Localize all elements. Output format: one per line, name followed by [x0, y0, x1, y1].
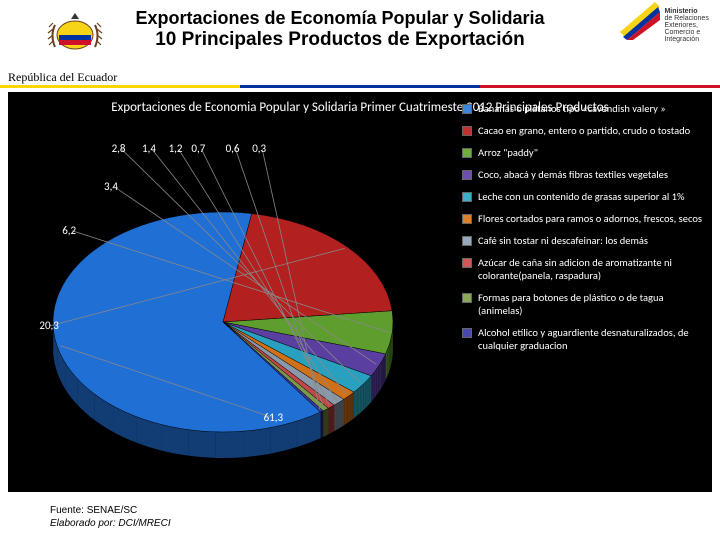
legend-marker: [462, 170, 472, 180]
title-line-1: Exportaciones de Economía Popular y Soli…: [60, 8, 620, 29]
value-label: 6,2: [62, 224, 76, 237]
footer-line-1: Fuente: SENAE/SC: [50, 504, 171, 517]
coat-of-arms-icon: [45, 5, 105, 60]
legend-label: Cacao en grano, entero o partido, crudo …: [478, 124, 690, 137]
legend-item: Bananas o plátanos tipo «cavendish valer…: [462, 102, 702, 115]
header: Exportaciones de Economía Popular y Soli…: [0, 0, 720, 90]
title-line-2: 10 Principales Productos de Exportación: [60, 29, 620, 51]
legend-item: Leche con un contenido de grasas superio…: [462, 190, 702, 203]
legend: Bananas o plátanos tipo «cavendish valer…: [462, 102, 702, 361]
legend-label: Flores cortados para ramos o adornos, fr…: [478, 212, 702, 225]
footer-line-2: Elaborado por: DCI/MRECI: [50, 517, 171, 530]
legend-item: Azúcar de caña sin adicion de aromatizan…: [462, 256, 702, 282]
footer: Fuente: SENAE/SC Elaborado por: DCI/MREC…: [50, 504, 171, 530]
value-label: 0,7: [191, 142, 205, 155]
legend-marker: [462, 192, 472, 202]
ministry-text-2: de Relaciones Exteriores,: [664, 15, 709, 29]
legend-item: Arroz "paddy": [462, 146, 702, 159]
value-label: 61,3: [264, 411, 283, 424]
value-label: 0,3: [252, 142, 266, 155]
legend-marker: [462, 126, 472, 136]
legend-label: Café sin tostar ni descafeinar: los demá…: [478, 234, 648, 247]
legend-label: Alcohol etílico y aguardiente desnatural…: [478, 326, 702, 352]
legend-item: Formas para botones de plástico o de tag…: [462, 291, 702, 317]
pie-slice: [223, 214, 392, 322]
legend-label: Leche con un contenido de grasas superio…: [478, 190, 684, 203]
legend-item: Coco, abacá y demás fibras textiles vege…: [462, 168, 702, 181]
value-label: 3,4: [104, 180, 118, 193]
legend-item: Cacao en grano, entero o partido, crudo …: [462, 124, 702, 137]
legend-label: Arroz "paddy": [478, 146, 538, 159]
legend-marker: [462, 104, 472, 114]
legend-marker: [462, 328, 472, 338]
pie-chart: 61,3 20,3 6,2 3,4 2,8 1,4 1,2 0,7 0,6 0,3: [28, 132, 408, 472]
ministry-text-3: Comercio e Integración: [664, 29, 709, 43]
legend-item: Café sin tostar ni descafeinar: los demá…: [462, 234, 702, 247]
value-label: 1,2: [169, 142, 183, 155]
value-label: 20,3: [39, 319, 58, 332]
legend-marker: [462, 148, 472, 158]
title-block: Exportaciones de Economía Popular y Soli…: [0, 0, 720, 51]
legend-item: Alcohol etílico y aguardiente desnatural…: [462, 326, 702, 352]
legend-label: Azúcar de caña sin adicion de aromatizan…: [478, 256, 702, 282]
republica-label: República del Ecuador: [8, 70, 117, 85]
legend-marker: [462, 236, 472, 246]
legend-item: Flores cortados para ramos o adornos, fr…: [462, 212, 702, 225]
value-label: 2,8: [112, 142, 126, 155]
legend-label: Coco, abacá y demás fibras textiles vege…: [478, 168, 668, 181]
color-bar: [0, 85, 720, 88]
value-label: 0,6: [226, 142, 240, 155]
legend-label: Bananas o plátanos tipo «cavendish valer…: [478, 102, 666, 115]
legend-marker: [462, 258, 472, 268]
ministry-text-1: Ministerio: [664, 8, 709, 15]
ministry-logo: Ministerio de Relaciones Exteriores, Com…: [615, 2, 710, 62]
legend-marker: [462, 293, 472, 303]
value-label: 1,4: [142, 142, 156, 155]
legend-label: Formas para botones de plástico o de tag…: [478, 291, 702, 317]
chart-area: Exportaciones de Economia Popular y Soli…: [8, 92, 712, 492]
legend-marker: [462, 214, 472, 224]
